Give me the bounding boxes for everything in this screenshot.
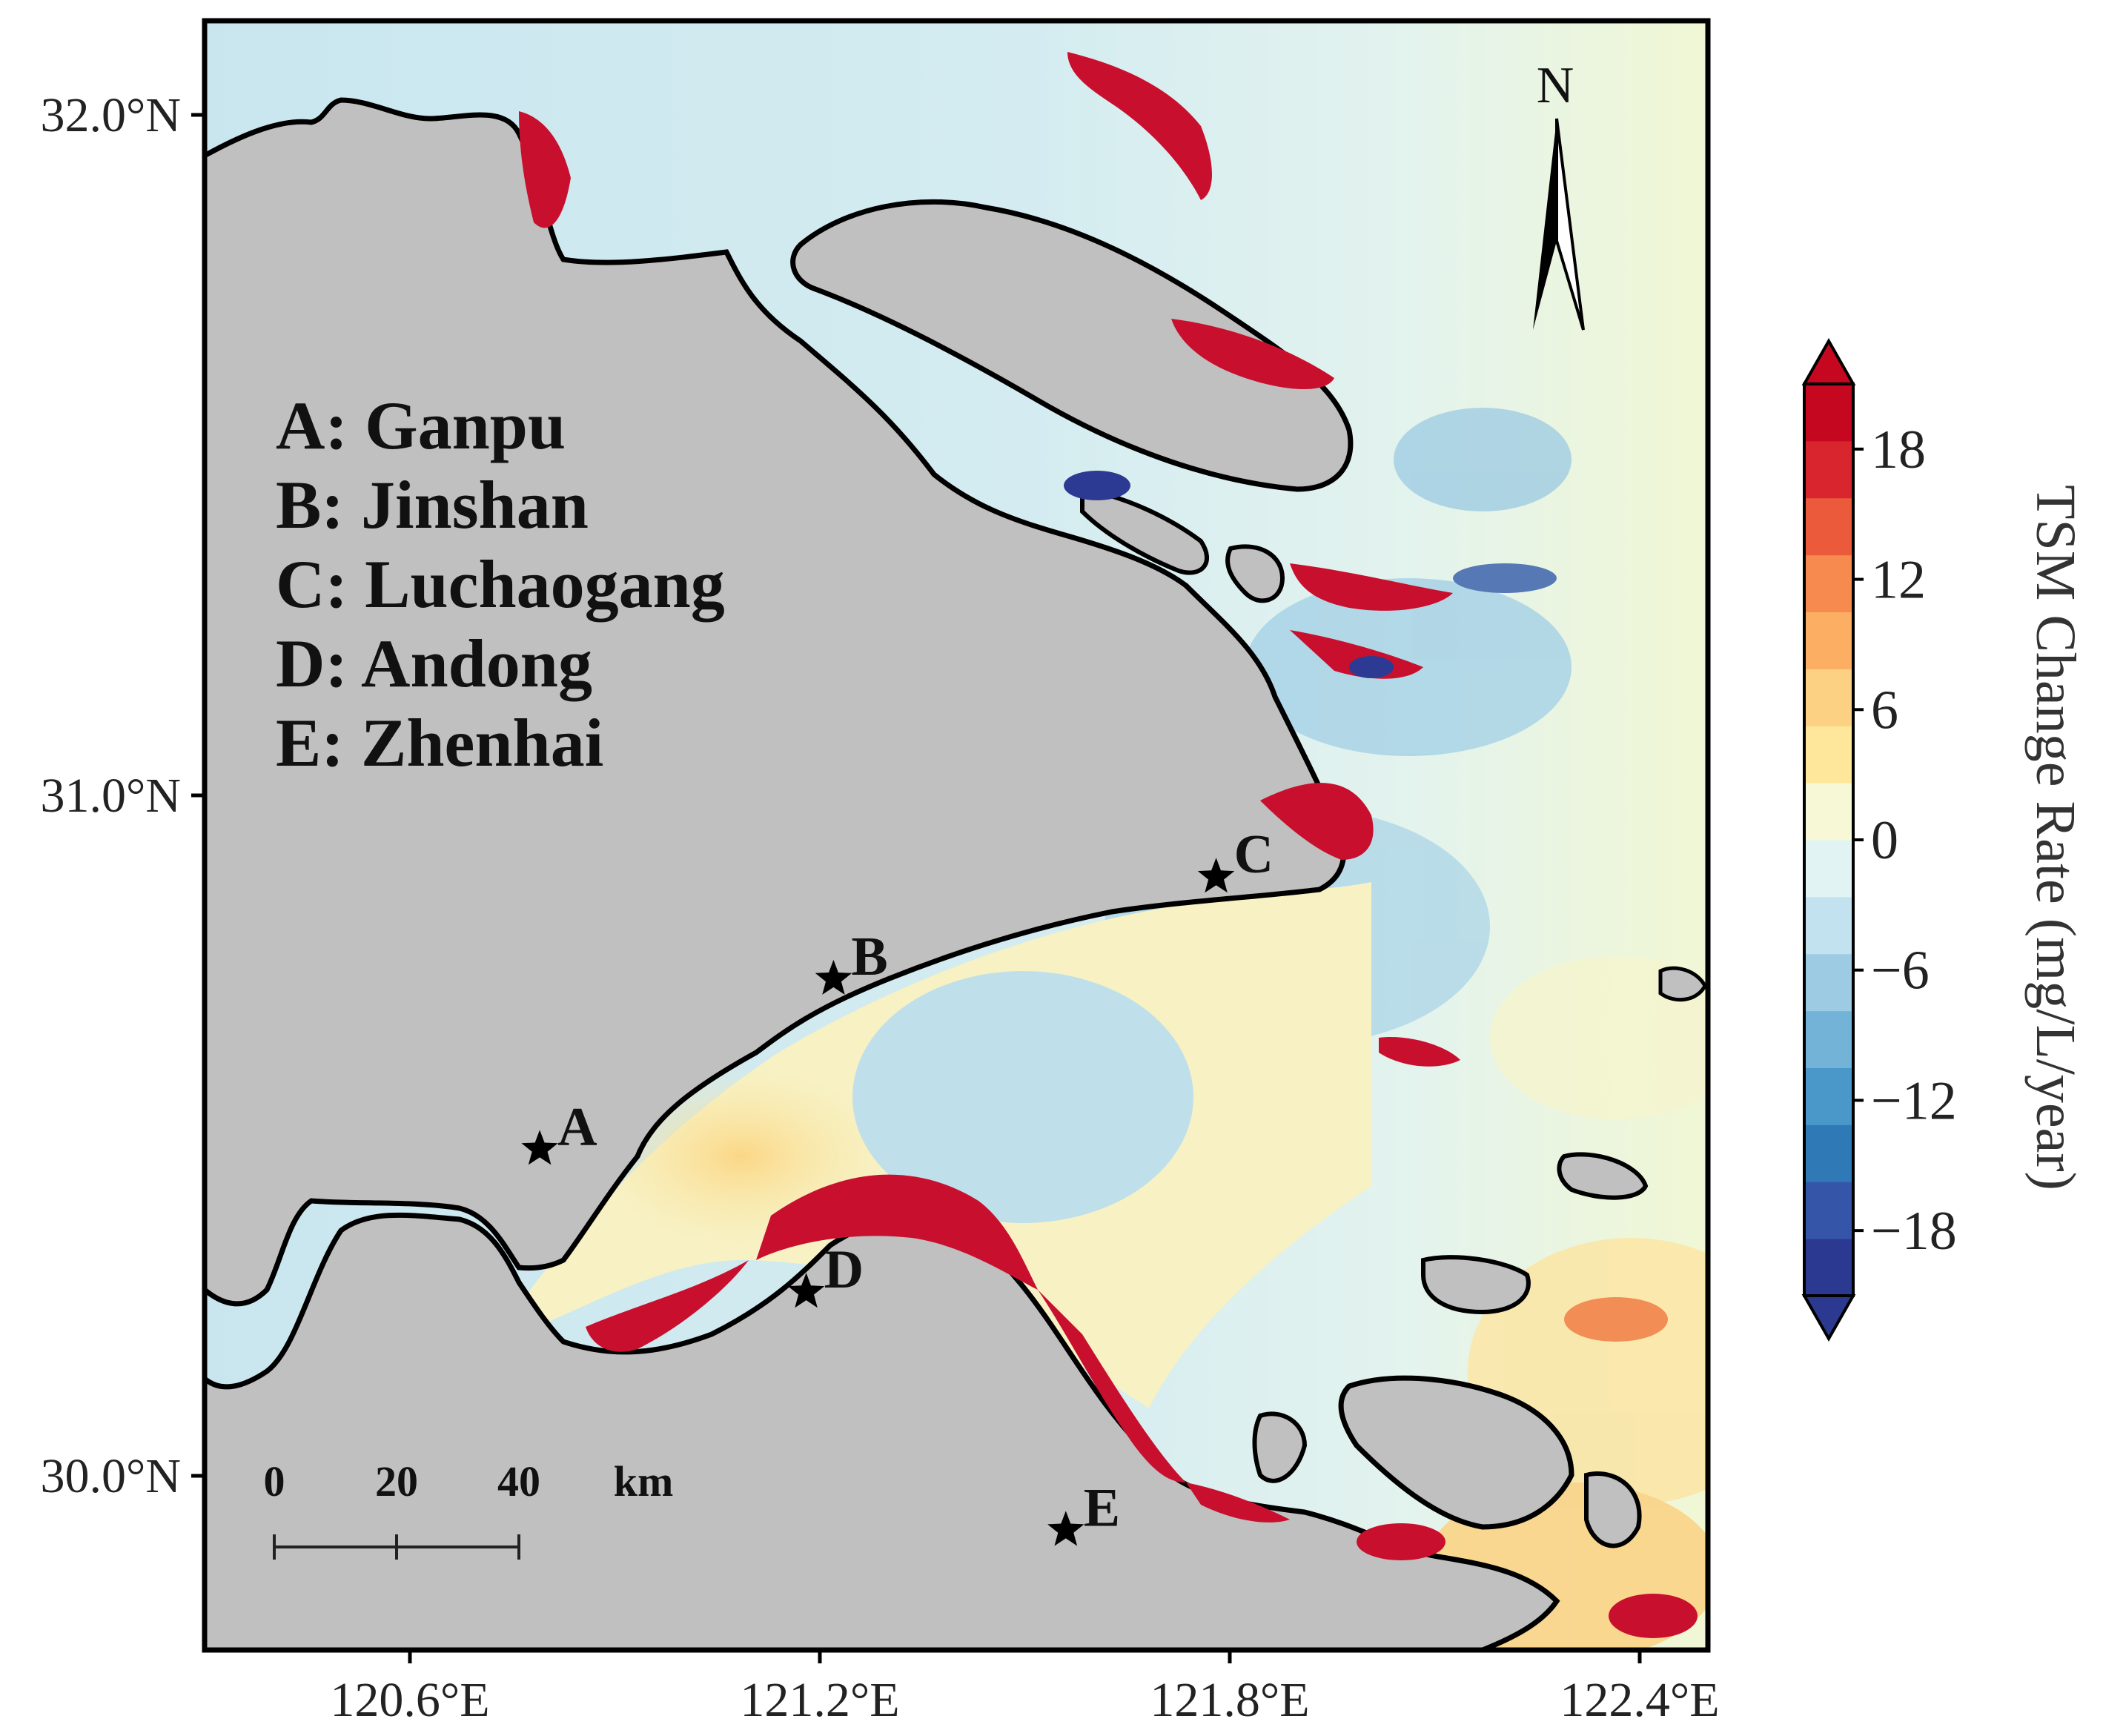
colorbar: 18 12 6 0 −6 −12 −18 — [1801, 337, 1957, 1342]
colorbar-band-14 — [1804, 440, 1853, 499]
colorbar-band-5 — [1804, 953, 1853, 1012]
scale-bar: 0 20 40 km — [264, 1457, 674, 1560]
station-star-E — [1047, 1511, 1084, 1546]
lon-tick-label-1: 121.2°E — [740, 1673, 899, 1727]
longitude-axis: 120.6°E 121.2°E 121.8°E 122.4°E — [330, 1650, 1720, 1727]
lat-tick-label-2: 30.0°N — [40, 1449, 181, 1503]
colorbar-band-3 — [1804, 1067, 1853, 1125]
colorbar-band-15 — [1804, 384, 1853, 442]
colorbar-tick-label-6: −18 — [1871, 1201, 1957, 1262]
latitude-axis: 32.0°N 31.0°N 30.0°N — [40, 88, 205, 1503]
north-label: N — [1537, 57, 1574, 114]
scale-label-20: 20 — [375, 1457, 418, 1505]
lat-tick-label-0: 32.0°N — [40, 88, 181, 142]
station-star-C — [1197, 858, 1235, 893]
scale-unit: km — [614, 1457, 674, 1505]
station-legend-item-3: D: Andong — [276, 626, 592, 701]
zhoushan-island-small-2 — [1252, 1411, 1308, 1483]
hangzhou-bay-mid — [852, 971, 1193, 1223]
colorbar-extend-max — [1801, 337, 1856, 385]
colorbar-band-6 — [1804, 896, 1853, 955]
station-star-B — [815, 959, 852, 995]
zhoushan-island-small-5 — [1658, 966, 1707, 1002]
colorbar-tick-label-3: 0 — [1871, 810, 1898, 871]
station-label-A: A — [557, 1096, 597, 1157]
colorbar-band-2 — [1804, 1124, 1853, 1182]
station-legend-item-2: C: Luchaogang — [276, 546, 725, 622]
station-label-E: E — [1084, 1477, 1120, 1538]
zhoushan-island-small-1 — [1421, 1255, 1531, 1315]
map-frame — [202, 18, 1711, 1653]
station-star-A — [521, 1130, 558, 1165]
chongming-island — [790, 199, 1354, 492]
station-legend-item-0: A: Ganpu — [276, 388, 566, 463]
colorbar-band-1 — [1804, 1182, 1853, 1239]
station-label-D: D — [824, 1239, 864, 1300]
north-arrow: N — [1533, 57, 1585, 331]
lon-tick-label-2: 121.8°E — [1150, 1673, 1309, 1727]
colorbar-band-10 — [1804, 669, 1853, 726]
zhoushan-island-main — [1338, 1375, 1574, 1530]
scale-label-0: 0 — [264, 1457, 285, 1505]
strong-change-patches — [519, 52, 1698, 1638]
colorbar-band-4 — [1804, 1010, 1853, 1068]
lon-tick-label-3: 122.4°E — [1560, 1673, 1719, 1727]
zhoushan-island-small-3 — [1557, 1152, 1649, 1200]
colorbar-tick-label-4: −6 — [1871, 941, 1930, 1001]
hengsha-island — [1225, 544, 1285, 603]
colorbar-band-12 — [1804, 554, 1853, 612]
colorbar-tick-label-1: 12 — [1871, 550, 1926, 611]
colorbar-band-13 — [1804, 497, 1853, 556]
lon-tick-label-0: 120.6°E — [330, 1673, 489, 1727]
colorbar-band-0 — [1804, 1239, 1853, 1296]
zhoushan-island-small-4 — [1584, 1471, 1642, 1548]
colorbar-band-7 — [1804, 840, 1853, 898]
colorbar-tick-label-0: 18 — [1871, 420, 1926, 480]
station-legend-item-4: E: Zhenhai — [276, 705, 603, 781]
station-star-D — [787, 1273, 825, 1308]
lat-tick-label-1: 31.0°N — [40, 769, 181, 823]
colorbar-extend-min — [1801, 1294, 1856, 1342]
station-label-C: C — [1234, 824, 1274, 885]
colorbar-tick-label-5: −12 — [1871, 1070, 1957, 1131]
colorbar-tick-label-2: 6 — [1871, 680, 1898, 741]
colorbar-title: TSM Change Rate (mg/L/year) — [2024, 485, 2087, 1190]
colorbar-band-9 — [1804, 726, 1853, 783]
changxing-island — [1080, 486, 1210, 575]
scale-label-40: 40 — [497, 1457, 540, 1505]
colorbar-band-11 — [1804, 612, 1853, 669]
station-label-B: B — [851, 927, 887, 987]
station-legend-item-1: B: Jinshan — [276, 467, 589, 543]
colorbar-band-8 — [1804, 783, 1853, 841]
station-markers: A B C D E — [521, 824, 1274, 1546]
